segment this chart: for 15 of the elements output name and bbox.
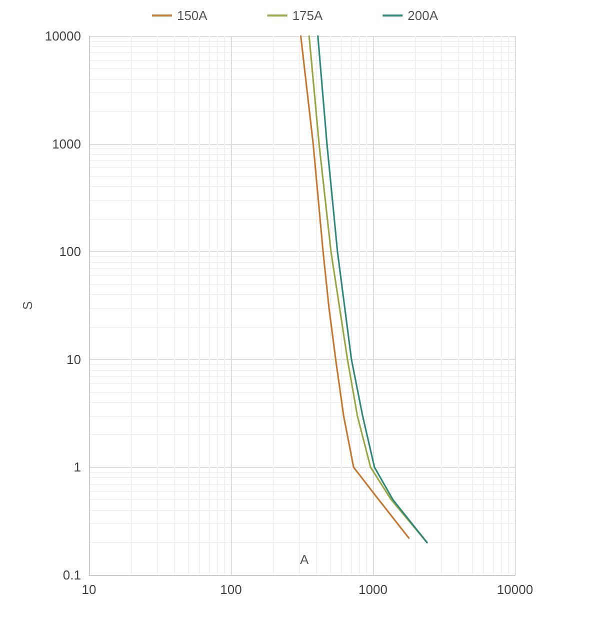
x-tick-label: 1000	[358, 582, 388, 597]
y-tick-label: 10000	[44, 28, 81, 44]
y-tick-label: 100	[59, 244, 81, 260]
y-tick-label: 10	[66, 352, 81, 367]
y-tick-label: 1000	[52, 136, 81, 152]
y-tick-label: 0.1	[62, 568, 81, 582]
y-tick-label: 1	[74, 460, 81, 475]
legend-label: 200A	[408, 8, 438, 23]
x-tick-label: 10	[82, 582, 96, 597]
legend-label: 175A	[292, 8, 324, 23]
y-axis-title: S	[20, 300, 35, 310]
legend-label: 150A	[176, 8, 208, 23]
x-axis-title: A	[300, 552, 309, 567]
x-tick-label: 10000	[496, 582, 534, 597]
x-tick-label: 100	[220, 582, 242, 597]
